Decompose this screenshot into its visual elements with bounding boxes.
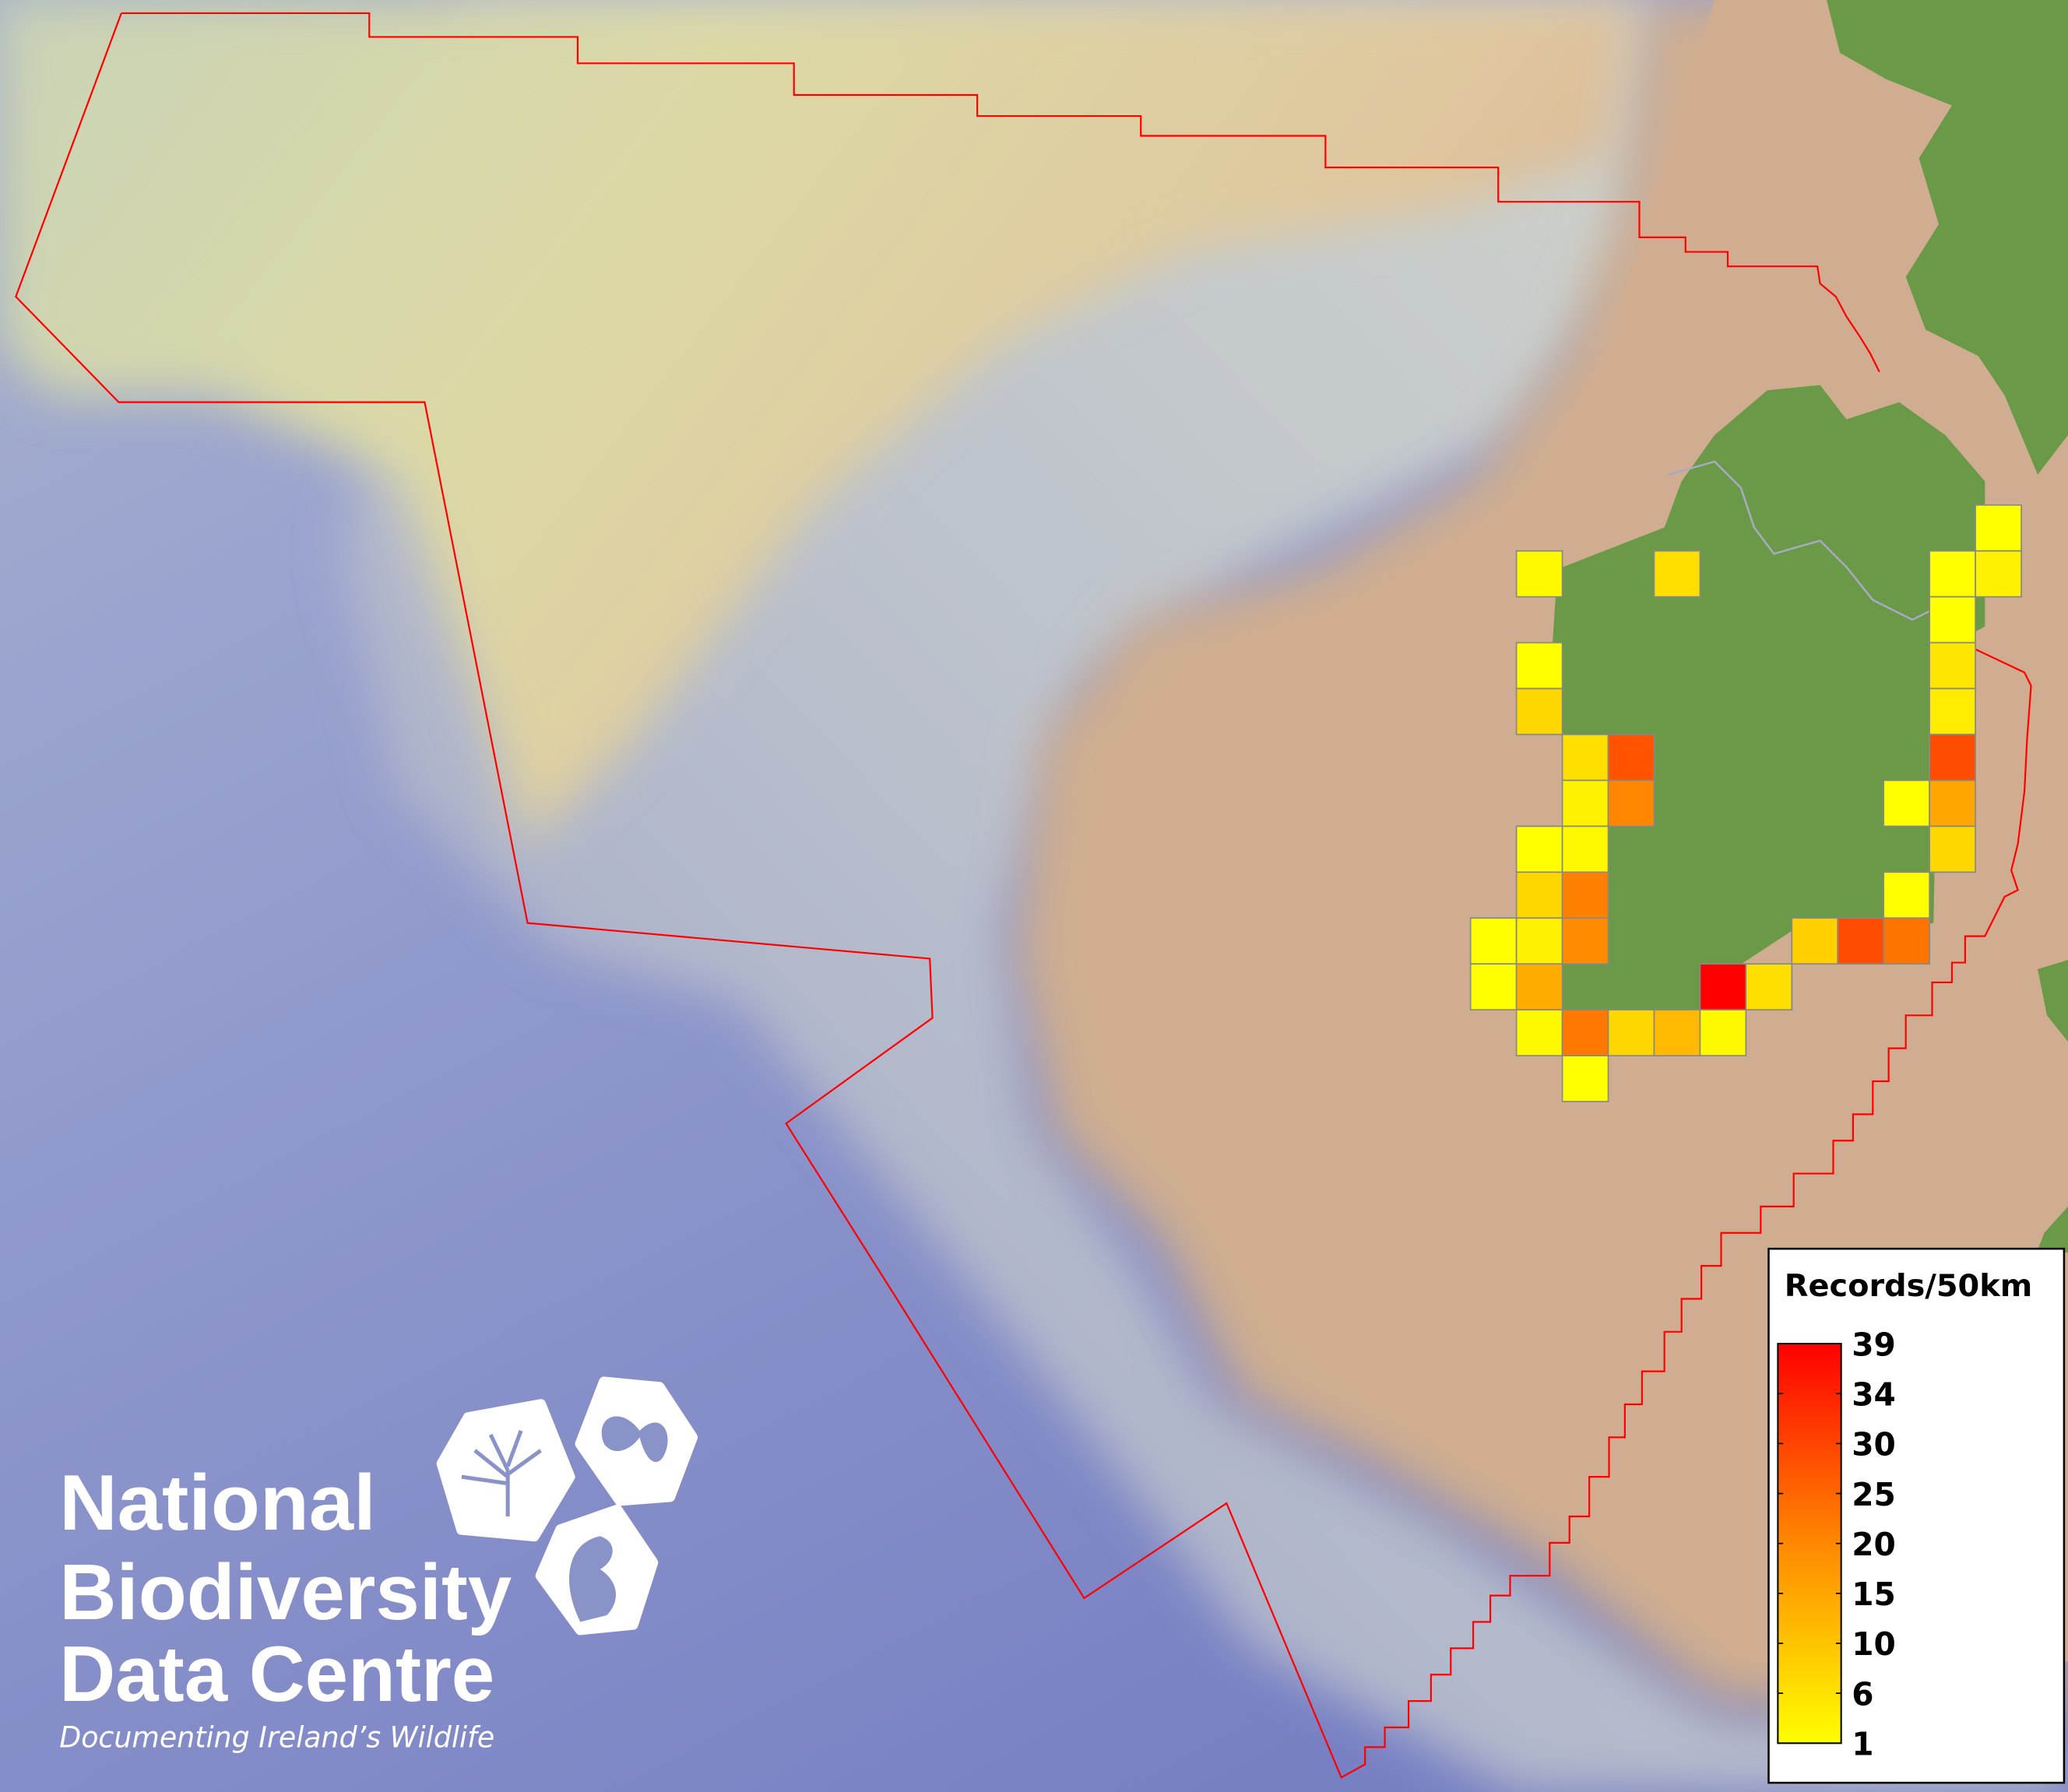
legend-tick-label: 15 bbox=[1852, 1576, 1896, 1613]
wales-landmass bbox=[2038, 960, 2068, 1042]
grid-cell bbox=[1929, 825, 1976, 873]
legend-tick-label: 20 bbox=[1852, 1526, 1896, 1563]
grid-cell bbox=[1515, 825, 1563, 873]
cornwall-landmass bbox=[2038, 1206, 2068, 1253]
logo-line-3: Data Centre bbox=[59, 1629, 494, 1718]
logo-line-2: Biodiversity bbox=[59, 1548, 512, 1636]
grid-cell bbox=[1929, 687, 1976, 736]
grid-cell bbox=[1745, 963, 1793, 1011]
boundary-line bbox=[121, 12, 1880, 373]
grid-cell bbox=[1975, 550, 2022, 598]
border-line bbox=[1668, 460, 1940, 621]
grid-cell bbox=[1883, 917, 1930, 965]
grid-cell bbox=[1929, 550, 1976, 598]
scotland-landmass bbox=[1827, 0, 2068, 475]
porcupine-bank bbox=[0, 0, 1636, 845]
records-grid bbox=[1469, 504, 2022, 1102]
legend-tick-label: 1 bbox=[1852, 1726, 1873, 1763]
tree-icon bbox=[436, 1399, 575, 1542]
grid-cell bbox=[1561, 779, 1609, 827]
grid-cell bbox=[1561, 1055, 1609, 1102]
grid-cell bbox=[1561, 825, 1609, 873]
legend-tick-label: 6 bbox=[1852, 1675, 1873, 1713]
grid-cell bbox=[1699, 963, 1747, 1011]
grid-cell bbox=[1515, 963, 1563, 1011]
grid-cell bbox=[1883, 779, 1930, 827]
grid-cell bbox=[1561, 917, 1609, 965]
grid-cell bbox=[1515, 1009, 1563, 1056]
grid-cell bbox=[1515, 871, 1563, 919]
boundary-line bbox=[15, 12, 2032, 1779]
grid-cell bbox=[1883, 871, 1930, 919]
seahorse-icon bbox=[535, 1504, 659, 1636]
grid-cell bbox=[1561, 1009, 1609, 1056]
grid-cell bbox=[1929, 596, 1976, 644]
butterfly-icon bbox=[575, 1376, 698, 1506]
grid-cell bbox=[1607, 1009, 1655, 1056]
grid-cell bbox=[1561, 871, 1609, 919]
grid-cell bbox=[1607, 733, 1655, 782]
legend: Records/50km 39 34 30 25 20 15 10 6 1 bbox=[1767, 1247, 2066, 1784]
grid-cell bbox=[1929, 779, 1976, 827]
grid-cell bbox=[1653, 1009, 1701, 1056]
grid-cell bbox=[1469, 917, 1518, 965]
legend-tick-label: 30 bbox=[1852, 1426, 1896, 1463]
grid-cell bbox=[1607, 779, 1655, 827]
grid-cell bbox=[1515, 687, 1563, 736]
logo-tagline: Documenting Ireland’s Wildlife bbox=[59, 1720, 494, 1754]
color-scale-bar bbox=[1777, 1343, 1842, 1745]
grid-cell bbox=[1929, 641, 1976, 690]
grid-cell bbox=[1791, 917, 1839, 965]
legend-tick-label: 25 bbox=[1852, 1476, 1896, 1513]
legend-tick-label: 39 bbox=[1852, 1326, 1896, 1363]
ireland-landmass bbox=[1551, 385, 1985, 1018]
legend-title: Records/50km bbox=[1785, 1269, 2032, 1304]
grid-cell bbox=[1929, 733, 1976, 782]
grid-cell bbox=[1515, 550, 1563, 598]
grid-cell bbox=[1837, 917, 1885, 965]
grid-cell bbox=[1561, 733, 1609, 782]
legend-tick-label: 10 bbox=[1852, 1625, 1896, 1663]
grid-cell bbox=[1653, 550, 1701, 598]
nbdc-logo: National Biodiversity Data Centre Docume… bbox=[59, 1376, 698, 1754]
grid-cell bbox=[1515, 917, 1563, 965]
logo-line-1: National bbox=[59, 1458, 376, 1547]
grid-cell bbox=[1469, 963, 1518, 1011]
grid-cell bbox=[1699, 1009, 1747, 1056]
legend-tick-label: 34 bbox=[1852, 1376, 1896, 1413]
grid-cell bbox=[1975, 504, 2022, 552]
grid-cell bbox=[1515, 641, 1563, 690]
